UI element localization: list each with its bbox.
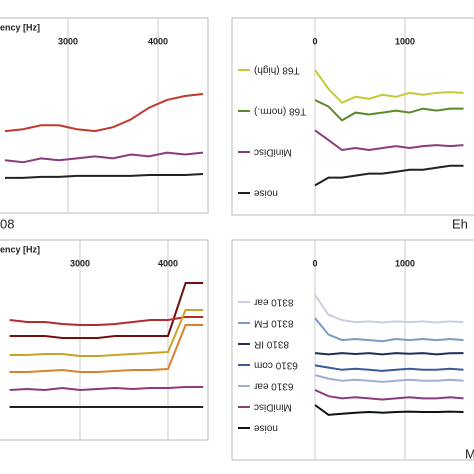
x-axis-label: ency [Hz] (0, 244, 40, 254)
series-line (314, 352, 464, 356)
series-line (314, 364, 464, 372)
series-line (314, 69, 464, 104)
x-tick-label: 4000 (148, 36, 168, 46)
series-line (314, 317, 464, 343)
legend-label: 8310 ear (253, 296, 293, 307)
series-line (314, 129, 464, 152)
series-line (314, 374, 464, 383)
x-tick-label: 4000 (158, 258, 178, 268)
series-line (5, 173, 204, 179)
series-line (9, 309, 204, 357)
legend-label: noise (254, 422, 278, 433)
panel-frame (231, 17, 474, 216)
x-tick-label: 0 (312, 258, 317, 268)
series-line (314, 389, 464, 401)
legend-label: MiniDisc (254, 401, 292, 412)
legend-label: MiniDisc (254, 146, 292, 157)
legend-label: 6310 com (254, 359, 298, 370)
panel: 0 1000 M 8310 ear 8310 FM 8310 IR 6310 com 6310… (231, 239, 474, 461)
legend-label: 8310 FM (254, 317, 293, 328)
x-tick-label: 0 (312, 36, 317, 46)
panel-frame (0, 17, 209, 214)
series-line (314, 164, 464, 187)
series-line (9, 282, 204, 339)
legend-label: 6310 ear (253, 380, 293, 391)
panel: 3000 4000 ency [Hz] (0, 239, 209, 441)
series-line (314, 294, 464, 324)
series-line (314, 404, 464, 416)
annotation: M (465, 446, 474, 461)
legend-label: noise (254, 187, 278, 198)
x-tick-label: 3000 (58, 36, 78, 46)
annotation: Eh (452, 216, 468, 231)
series-line (9, 386, 204, 392)
legend-label: 8310 IR (254, 338, 289, 349)
panel-frame (0, 239, 209, 441)
series-line (9, 324, 204, 373)
x-tick-label: 1000 (395, 36, 415, 46)
panel-frame (231, 239, 474, 461)
legend-label: T68 (norm.) (254, 105, 306, 116)
series-line (9, 316, 204, 326)
panel: 3000 4000 ency [Hz] 08 (0, 17, 209, 231)
series-line (4, 93, 204, 133)
annotation: 08 (0, 216, 14, 231)
x-tick-label: 1000 (395, 258, 415, 268)
x-tick-label: 3000 (70, 258, 90, 268)
series-line (314, 99, 464, 122)
x-axis-label: ency [Hz] (0, 22, 40, 32)
series-line (4, 151, 204, 164)
panel: 0 1000 Eh T68 (high) T68 (norm.) MiniDisc nois… (231, 17, 474, 231)
legend-label: T68 (high) (254, 64, 300, 75)
